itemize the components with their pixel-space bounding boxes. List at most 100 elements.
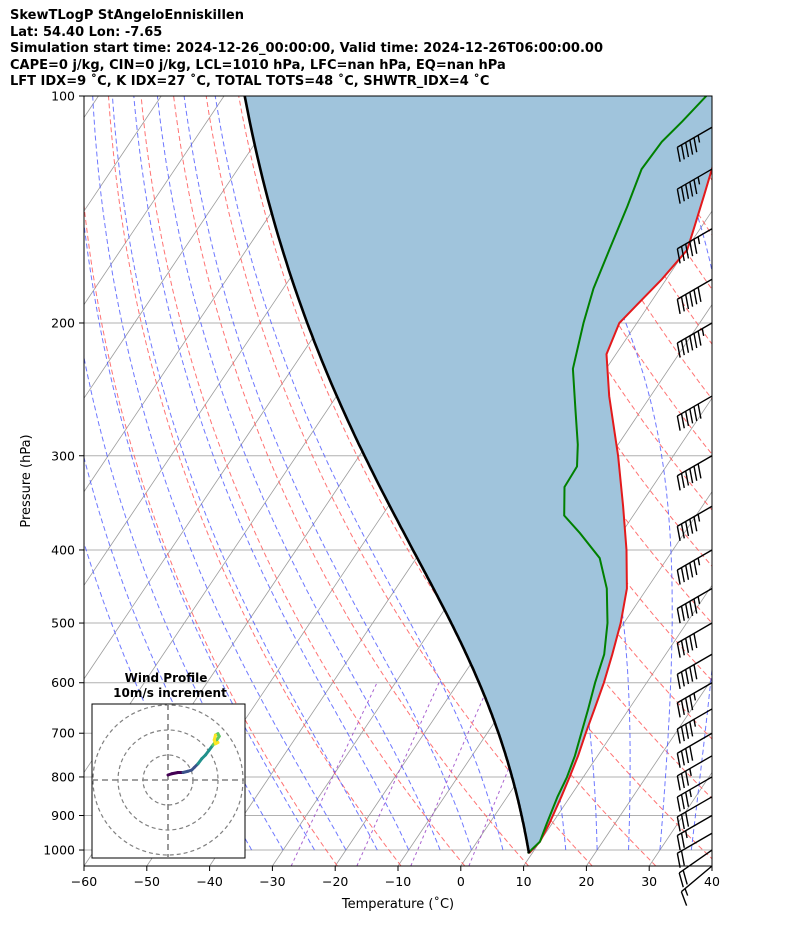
- barb-feather: [676, 147, 681, 162]
- wind-barb: [678, 849, 713, 888]
- x-tick-label: −30: [259, 874, 285, 889]
- isotherm-line: [523, 584, 712, 866]
- barb-shaft: [677, 814, 713, 837]
- wind-barb: [676, 832, 713, 868]
- moist-adiabat-line: [133, 96, 410, 851]
- barb-feather: [684, 470, 690, 486]
- barb-shaft: [677, 455, 713, 477]
- barb-feather: [693, 179, 698, 195]
- barb-feather: [676, 775, 681, 791]
- x-tick-label: 0: [457, 874, 465, 889]
- barb-feather: [676, 753, 681, 768]
- barb-feather: [680, 832, 685, 848]
- wind-barb: [676, 455, 713, 491]
- mixing-ratio-line: [290, 682, 378, 866]
- plot-area: [84, 96, 712, 866]
- barb-shaft: [677, 168, 713, 190]
- wind-barb: [676, 755, 713, 791]
- barb-feather: [689, 666, 694, 682]
- barb-feather: [676, 642, 681, 658]
- barb-feather: [689, 518, 694, 534]
- barb-feather: [693, 289, 698, 305]
- barb-shaft: [677, 322, 713, 344]
- dry-adiabat-line: [140, 96, 466, 866]
- barb-feather: [684, 294, 690, 310]
- wind-barb: [676, 322, 713, 358]
- barb-feather: [693, 560, 698, 576]
- barb-feather: [689, 241, 694, 257]
- barb-feather: [693, 516, 698, 532]
- hodograph-segment: [214, 741, 220, 746]
- y-tick-label: 400: [51, 542, 75, 557]
- barb-feather: [697, 596, 701, 604]
- inset-subtitle: 10m/s increment: [113, 686, 227, 700]
- barb-shaft: [680, 865, 713, 893]
- barb-shaft: [677, 505, 713, 527]
- barb-feather: [693, 693, 697, 701]
- barb-feather: [697, 236, 701, 245]
- barb-feather: [689, 335, 694, 351]
- wind-barb: [676, 732, 713, 768]
- time-line: Simulation start time: 2024-12-26_00:00:…: [10, 41, 603, 56]
- barb-shaft: [677, 653, 713, 675]
- isotherm-line: [711, 865, 712, 866]
- wind-barbs: [676, 126, 713, 906]
- barb-feather: [676, 299, 681, 314]
- barb-shaft: [677, 682, 713, 704]
- barb-feather: [689, 721, 694, 737]
- barb-feather: [676, 608, 681, 624]
- barb-feather: [680, 640, 685, 656]
- wind-profile-inset: Wind Profile 10m/s increment: [91, 671, 246, 859]
- barb-shaft: [677, 126, 713, 148]
- barb-feather: [689, 789, 692, 798]
- barb-feather: [684, 811, 690, 827]
- barb-feather: [684, 792, 690, 807]
- barb-feather: [678, 872, 684, 888]
- chart-title: SkewTLogP StAngeloEnniskillen: [10, 8, 244, 23]
- barb-feather: [697, 135, 701, 143]
- barb-feather: [689, 562, 694, 578]
- barb-feather: [684, 142, 690, 158]
- x-tick-label: 30: [641, 874, 657, 889]
- mixing-ratio-line: [356, 682, 440, 866]
- barb-shaft: [677, 776, 713, 798]
- barb-feather: [684, 697, 690, 713]
- wind-barb: [680, 865, 713, 906]
- barb-shaft: [677, 732, 713, 754]
- barb-feather: [684, 603, 690, 619]
- barb-feather: [689, 745, 694, 761]
- barb-shaft: [677, 755, 713, 777]
- barb-feather: [676, 816, 681, 832]
- wind-barb: [676, 168, 713, 204]
- chart-header: SkewTLogP StAngeloEnniskillen Lat: 54.40…: [10, 8, 603, 91]
- parcel-area-fill: [244, 96, 712, 854]
- barb-feather: [680, 473, 685, 489]
- barb-feather: [680, 606, 685, 621]
- barb-feather: [680, 413, 685, 429]
- barb-feather: [682, 870, 688, 885]
- barb-feather: [680, 296, 685, 312]
- barb-feather: [676, 674, 681, 689]
- barb-feather: [693, 719, 697, 727]
- cape-line: CAPE=0 j/kg, CIN=0 j/kg, LCL=1010 hPa, L…: [10, 57, 506, 73]
- wind-barb: [676, 796, 713, 832]
- barb-feather: [693, 633, 698, 649]
- barb-feather: [680, 671, 685, 687]
- barb-feather: [689, 181, 694, 197]
- barb-feather: [684, 521, 690, 537]
- moist-adiabat-line: [156, 96, 441, 851]
- barb-feather: [697, 463, 702, 479]
- x-tick-label: 20: [578, 874, 594, 889]
- barb-feather: [684, 669, 690, 685]
- barb-shaft: [678, 849, 713, 874]
- barb-feather: [680, 700, 685, 716]
- dewpoint-line: [527, 96, 708, 855]
- barb-feather: [697, 330, 702, 346]
- x-tick-label: −60: [71, 874, 97, 889]
- x-tick-label: −50: [134, 874, 160, 889]
- barb-feather: [684, 638, 690, 653]
- barb-feather: [680, 794, 685, 810]
- wind-barb: [676, 708, 713, 744]
- moist-adiabat-line: [522, 96, 673, 851]
- wind-barb: [676, 587, 713, 624]
